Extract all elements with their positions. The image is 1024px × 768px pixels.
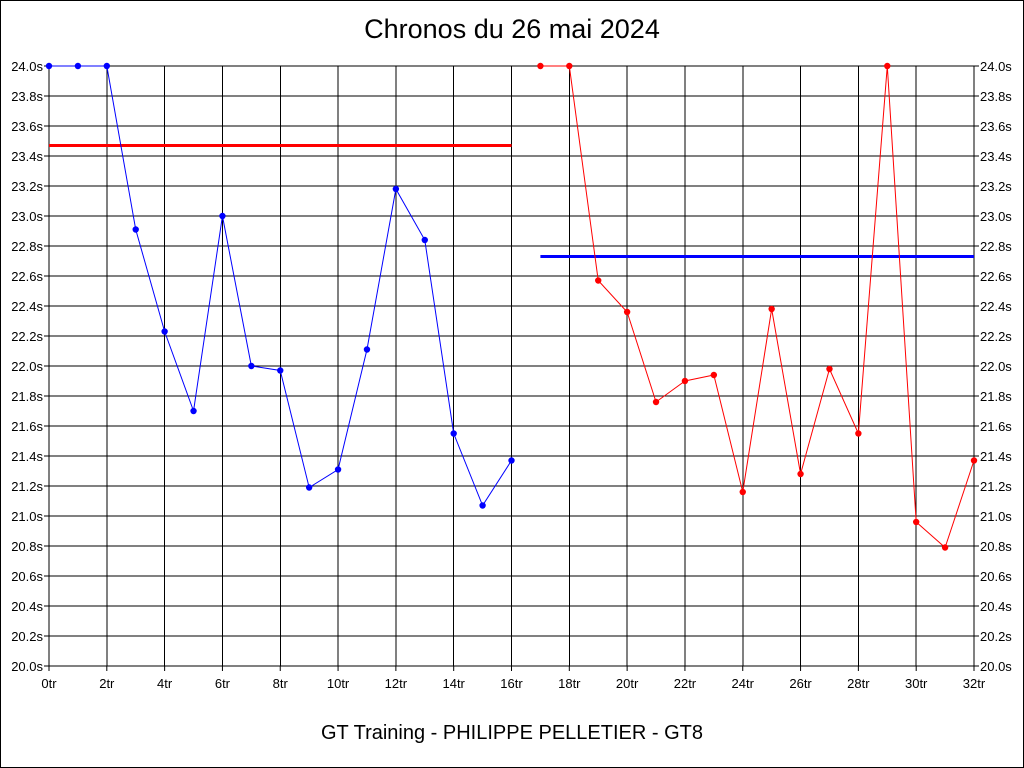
data-point (566, 62, 573, 70)
data-point (884, 62, 891, 70)
x-tick-label: 16tr (500, 676, 523, 691)
x-tick-label: 10tr (327, 676, 350, 691)
data-point (248, 362, 255, 370)
x-tick-label: 28tr (847, 676, 870, 691)
y-tick-label-left: 21.4s (11, 449, 43, 464)
x-tick-label: 24tr (732, 676, 755, 691)
y-tick-label-left: 20.4s (11, 599, 43, 614)
y-tick-label-right: 21.6s (980, 419, 1012, 434)
data-point (710, 371, 718, 379)
data-point (277, 367, 284, 374)
data-point (161, 328, 168, 335)
x-tick-label: 32tr (963, 676, 986, 691)
y-tick-label-right: 23.2s (980, 179, 1012, 194)
x-tick-label: 6tr (215, 676, 231, 691)
data-point (652, 398, 660, 406)
x-tick-label: 30tr (905, 676, 928, 691)
data-point (392, 185, 400, 193)
y-tick-label-left: 22.0s (11, 359, 43, 374)
x-tick-label: 8tr (273, 676, 289, 691)
x-tick-label: 0tr (41, 676, 57, 691)
y-tick-label-right: 20.4s (980, 599, 1012, 614)
y-tick-label-left: 22.2s (11, 329, 43, 344)
x-tick-label: 20tr (616, 676, 639, 691)
y-tick-label-right: 22.8s (980, 239, 1012, 254)
x-tick-label: 12tr (385, 676, 408, 691)
y-tick-label-left: 21.6s (11, 419, 43, 434)
y-tick-label-left: 22.4s (11, 299, 43, 314)
y-tick-label-left: 23.4s (11, 149, 43, 164)
x-tick-label: 2tr (99, 676, 115, 691)
data-point (190, 407, 197, 415)
y-tick-label-left: 23.0s (11, 209, 43, 224)
y-tick-label-right: 20.8s (980, 539, 1012, 554)
data-point (970, 457, 978, 464)
y-tick-label-left: 24.0s (11, 59, 43, 74)
data-point (681, 377, 689, 385)
data-point (363, 346, 371, 353)
y-tick-label-left: 23.2s (11, 179, 43, 194)
y-tick-label-left: 21.0s (11, 509, 43, 524)
data-point (450, 430, 457, 437)
y-tick-label-right: 23.0s (980, 209, 1012, 224)
data-point (421, 236, 428, 244)
data-point (941, 544, 949, 551)
y-tick-label-right: 20.2s (980, 629, 1012, 644)
y-tick-label-left: 21.8s (11, 389, 43, 404)
y-tick-label-right: 22.4s (980, 299, 1012, 314)
y-tick-label-right: 21.0s (980, 509, 1012, 524)
data-point (334, 466, 342, 473)
y-tick-label-left: 22.8s (11, 239, 43, 254)
data-point (74, 62, 82, 70)
data-point (219, 212, 226, 220)
y-tick-label-right: 22.0s (980, 359, 1012, 374)
x-tick-label: 22tr (674, 676, 697, 691)
data-point (623, 308, 631, 316)
data-point (739, 488, 746, 496)
series-line-2 (540, 65, 975, 549)
data-point (132, 226, 139, 233)
y-tick-label-left: 23.8s (11, 89, 43, 104)
x-tick-label: 14tr (442, 676, 465, 691)
y-tick-label-left: 20.0s (11, 659, 43, 674)
y-tick-label-left: 20.8s (11, 539, 43, 554)
data-point (912, 518, 920, 526)
data-point (797, 470, 804, 478)
y-tick-label-right: 24.0s (980, 59, 1012, 74)
data-point (508, 457, 515, 464)
data-point (103, 62, 111, 70)
y-tick-label-left: 23.6s (11, 119, 43, 134)
y-tick-label-right: 21.8s (980, 389, 1012, 404)
y-tick-label-right: 23.6s (980, 119, 1012, 134)
data-point (45, 62, 53, 70)
y-tick-label-left: 20.2s (11, 629, 43, 644)
y-tick-label-right: 23.8s (980, 89, 1012, 104)
chart-footer: GT Training - PHILIPPE PELLETIER - GT8 (321, 722, 703, 744)
y-tick-label-right: 20.0s (980, 659, 1012, 674)
data-point (595, 277, 602, 284)
x-tick-label: 26tr (789, 676, 812, 691)
chart-title: Chronos du 26 mai 2024 (364, 14, 660, 44)
data-point (479, 502, 486, 509)
data-point (305, 484, 313, 491)
y-tick-label-right: 22.2s (980, 329, 1012, 344)
y-tick-label-right: 21.2s (980, 479, 1012, 494)
data-point (855, 430, 862, 437)
y-tick-label-right: 20.6s (980, 569, 1012, 584)
y-tick-label-right: 23.4s (980, 149, 1012, 164)
x-tick-label: 18tr (558, 676, 581, 691)
y-tick-label-left: 21.2s (11, 479, 43, 494)
y-tick-label-right: 22.6s (980, 269, 1012, 284)
x-tick-label: 4tr (157, 676, 173, 691)
data-point (537, 62, 544, 70)
data-point (826, 365, 833, 373)
y-tick-label-left: 22.6s (11, 269, 43, 284)
data-point (768, 305, 775, 313)
y-tick-label-left: 20.6s (11, 569, 43, 584)
y-tick-label-right: 21.4s (980, 449, 1012, 464)
